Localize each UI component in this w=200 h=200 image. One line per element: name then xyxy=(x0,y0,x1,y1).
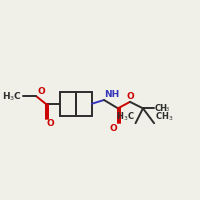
Text: NH: NH xyxy=(104,90,120,99)
Text: O: O xyxy=(47,119,54,128)
Text: $_3$: $_3$ xyxy=(165,106,169,114)
Text: O: O xyxy=(37,87,45,96)
Text: CH$_3$: CH$_3$ xyxy=(155,110,174,123)
Text: H$_3$C: H$_3$C xyxy=(2,90,22,103)
Text: H$_3$C: H$_3$C xyxy=(116,110,135,123)
Text: O: O xyxy=(110,124,118,133)
Text: O: O xyxy=(126,92,134,101)
Text: CH: CH xyxy=(155,104,168,113)
